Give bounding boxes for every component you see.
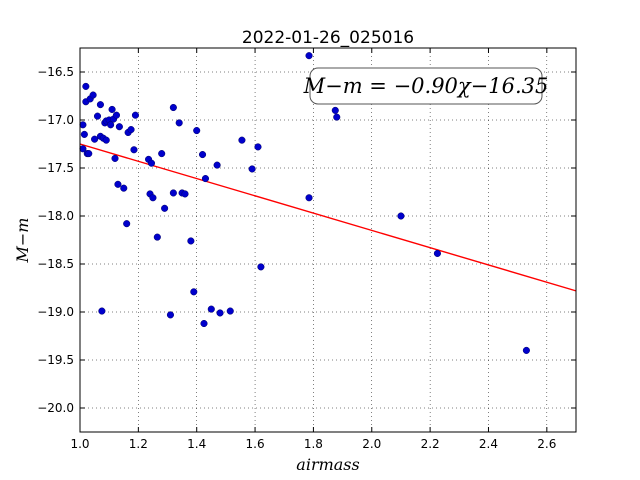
data-point (217, 310, 224, 317)
data-point (199, 151, 206, 158)
plot-area (80, 48, 576, 432)
data-point (306, 194, 313, 201)
x-tick-label: 2.0 (362, 437, 381, 451)
data-point (103, 137, 110, 144)
y-tick-label: −17.5 (37, 161, 74, 175)
data-point (208, 306, 215, 313)
data-point (158, 150, 165, 157)
data-point (167, 312, 174, 319)
data-point (434, 250, 441, 257)
annotation-box: M−m = −0.90χ−16.35 (303, 68, 549, 104)
data-point (99, 308, 106, 315)
data-point (81, 131, 88, 138)
y-tick-label: −19.0 (37, 305, 74, 319)
data-point (154, 234, 161, 241)
x-tick-label: 1.4 (187, 437, 206, 451)
y-axis-label: M−m (13, 218, 32, 264)
y-tick-label: −16.5 (37, 65, 74, 79)
y-tick-label: −18.0 (37, 209, 74, 223)
data-point (91, 136, 98, 143)
data-point (97, 101, 104, 108)
data-point (188, 238, 195, 245)
x-tick-label: 2.4 (479, 437, 498, 451)
x-tick-label: 1.8 (304, 437, 323, 451)
data-point (161, 205, 168, 212)
data-point (115, 181, 122, 188)
data-point (193, 127, 200, 134)
data-point (258, 264, 265, 271)
y-tick-label: −20.0 (37, 401, 74, 415)
data-point (131, 146, 138, 153)
y-tick-label: −19.5 (37, 353, 74, 367)
data-point (202, 175, 209, 182)
data-point (132, 112, 139, 119)
data-point (120, 185, 127, 192)
data-point (94, 113, 101, 120)
data-point (255, 144, 262, 151)
data-point (182, 191, 189, 198)
x-tick-label: 1.6 (246, 437, 265, 451)
data-point (170, 190, 177, 197)
data-point (112, 155, 119, 162)
data-point (332, 107, 339, 114)
data-point (201, 320, 208, 327)
data-point (523, 347, 530, 354)
y-tick-label: −18.5 (37, 257, 74, 271)
x-tick-label: 1.0 (70, 437, 89, 451)
data-point (190, 289, 197, 296)
data-point (306, 52, 313, 59)
data-point (128, 126, 135, 133)
data-point (239, 137, 246, 144)
y-tick-label: −17.0 (37, 113, 74, 127)
data-point (109, 106, 116, 113)
data-point (333, 114, 340, 121)
x-tick-label: 2.2 (421, 437, 440, 451)
x-axis-label: airmass (296, 455, 359, 474)
data-point (227, 308, 234, 315)
data-point (170, 104, 177, 111)
data-point (214, 162, 221, 169)
data-point (176, 120, 183, 127)
data-point (398, 213, 405, 220)
data-point (83, 83, 90, 90)
data-point (249, 166, 256, 173)
data-point (85, 150, 92, 157)
fit-equation: M−m = −0.90χ−16.35 (303, 74, 549, 98)
data-point (113, 112, 120, 119)
data-point (80, 122, 87, 129)
x-tick-label: 2.6 (537, 437, 556, 451)
data-point (148, 160, 155, 167)
data-point (90, 92, 97, 99)
chart-title: 2022-01-26_025016 (242, 28, 414, 48)
x-tick-label: 1.2 (129, 437, 148, 451)
data-point (123, 220, 130, 227)
data-point (116, 123, 123, 130)
data-point (150, 194, 157, 201)
